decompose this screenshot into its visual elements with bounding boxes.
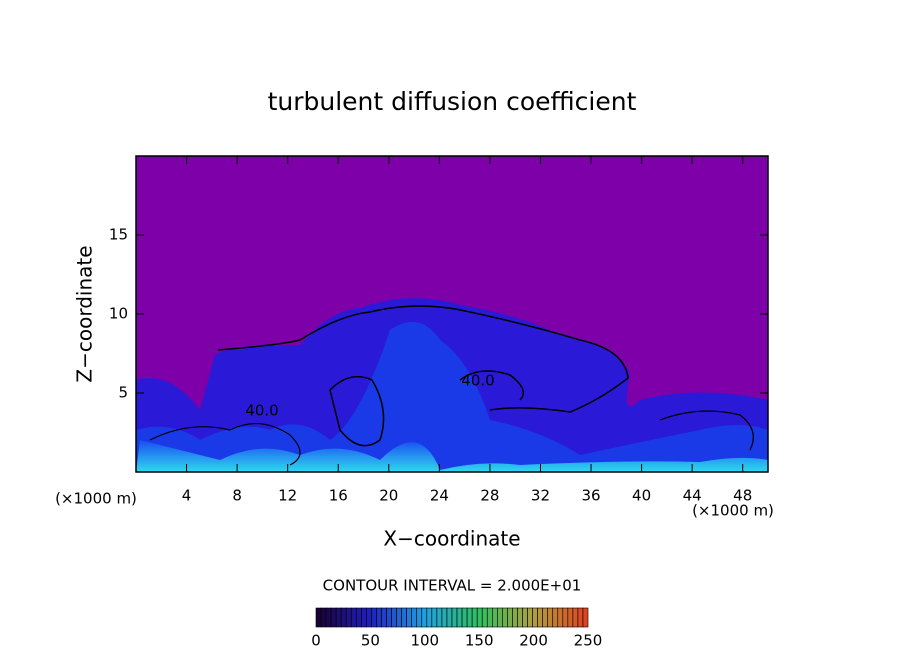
colorbar-cell xyxy=(577,607,584,628)
colorbar-cell xyxy=(507,607,513,628)
colorbar-cell xyxy=(350,607,357,628)
x-unit-label: (×1000 m) xyxy=(55,490,137,508)
colorbar-cell xyxy=(527,607,533,628)
x-unit-label: (×1000 m) xyxy=(692,502,774,520)
colorbar-tick-label: 150 xyxy=(465,632,494,650)
colorbar-cell xyxy=(421,607,428,628)
x-tick-label: 20 xyxy=(379,487,398,505)
colorbar-cell xyxy=(335,607,342,628)
colorbar-cell xyxy=(320,607,327,628)
colorbar-cell xyxy=(532,607,538,628)
colorbar-cell xyxy=(497,607,503,628)
colorbar-tick-label: 100 xyxy=(410,632,439,650)
colorbar-cell xyxy=(557,607,564,628)
colorbar-cell xyxy=(481,607,488,628)
colorbar-cell xyxy=(502,607,508,628)
contour-label: 40.0 xyxy=(461,372,494,390)
field xyxy=(136,156,768,472)
colorbar-cell xyxy=(361,607,367,628)
colorbar-cell xyxy=(562,607,569,628)
colorbar-cell xyxy=(461,607,468,628)
colorbar-cell xyxy=(391,607,397,628)
colorbar-tick-label: 200 xyxy=(519,632,548,650)
colorbar-cell xyxy=(325,607,332,628)
colorbar-cell xyxy=(426,607,433,628)
y-tick-label: 10 xyxy=(109,305,128,323)
colorbar-cell xyxy=(522,607,528,628)
colorbar-cell xyxy=(396,607,402,628)
colorbar-cell xyxy=(491,607,498,628)
contour-label: 40.0 xyxy=(245,402,278,420)
colorbar-cell xyxy=(371,607,377,628)
x-tick-label: 44 xyxy=(683,487,702,505)
colorbar-cell xyxy=(552,607,559,628)
x-tick-label: 28 xyxy=(480,487,499,505)
colorbar-cell xyxy=(436,607,443,628)
colorbar-cell xyxy=(537,607,543,628)
colorbar-cell xyxy=(471,607,478,628)
colorbar-cell xyxy=(476,607,483,628)
colorbar-cell xyxy=(401,607,407,628)
colorbar-tick-label: 250 xyxy=(574,632,603,650)
colorbar-cell xyxy=(366,607,372,628)
colorbar-cell xyxy=(376,607,382,628)
colorbar-cell xyxy=(456,607,463,628)
colorbar-cell xyxy=(441,607,448,628)
x-tick-label: 40 xyxy=(632,487,651,505)
x-tick-label: 32 xyxy=(531,487,550,505)
colorbar-cell xyxy=(572,607,579,628)
colorbar-cell xyxy=(345,607,352,628)
colorbar-cell xyxy=(517,607,523,628)
colorbar-cell xyxy=(381,607,387,628)
colorbar-cell xyxy=(542,607,549,628)
colorbar-cell xyxy=(355,607,362,628)
x-tick-label: 16 xyxy=(329,487,348,505)
contour-interval: CONTOUR INTERVAL = 2.000E+01 xyxy=(323,577,582,595)
colorbar-cell xyxy=(340,607,347,628)
colorbar-cell xyxy=(330,607,337,628)
colorbar-cell xyxy=(315,607,322,628)
colorbar-cell xyxy=(486,607,493,628)
colorbar-cell xyxy=(431,607,438,628)
colorbar-cell xyxy=(416,607,423,628)
colorbar-cell xyxy=(386,607,392,628)
colorbar-cell xyxy=(567,607,574,628)
colorbar-cell xyxy=(582,607,589,628)
colorbar-cell xyxy=(411,607,418,628)
colorbar-cell xyxy=(446,607,453,628)
colorbar-cell xyxy=(512,607,518,628)
y-axis-label: Z−coordinate xyxy=(73,245,97,382)
x-tick-label: 8 xyxy=(232,487,242,505)
colorbar-cell xyxy=(406,607,413,628)
colorbar-cell xyxy=(466,607,473,628)
colorbar-tick-label: 50 xyxy=(361,632,380,650)
chart-title: turbulent diffusion coefficient xyxy=(268,87,637,116)
x-tick-label: 36 xyxy=(581,487,600,505)
x-tick-label: 24 xyxy=(430,487,449,505)
colorbar-cell xyxy=(451,607,458,628)
y-tick-label: 15 xyxy=(109,226,128,244)
x-tick-label: 48 xyxy=(733,487,752,505)
colorbar-cell xyxy=(547,607,554,628)
x-tick-label: 12 xyxy=(278,487,297,505)
x-axis-label: X−coordinate xyxy=(383,527,520,551)
y-tick-label: 5 xyxy=(118,384,128,402)
x-tick-label: 4 xyxy=(182,487,192,505)
colorbar-tick-label: 0 xyxy=(311,632,321,650)
